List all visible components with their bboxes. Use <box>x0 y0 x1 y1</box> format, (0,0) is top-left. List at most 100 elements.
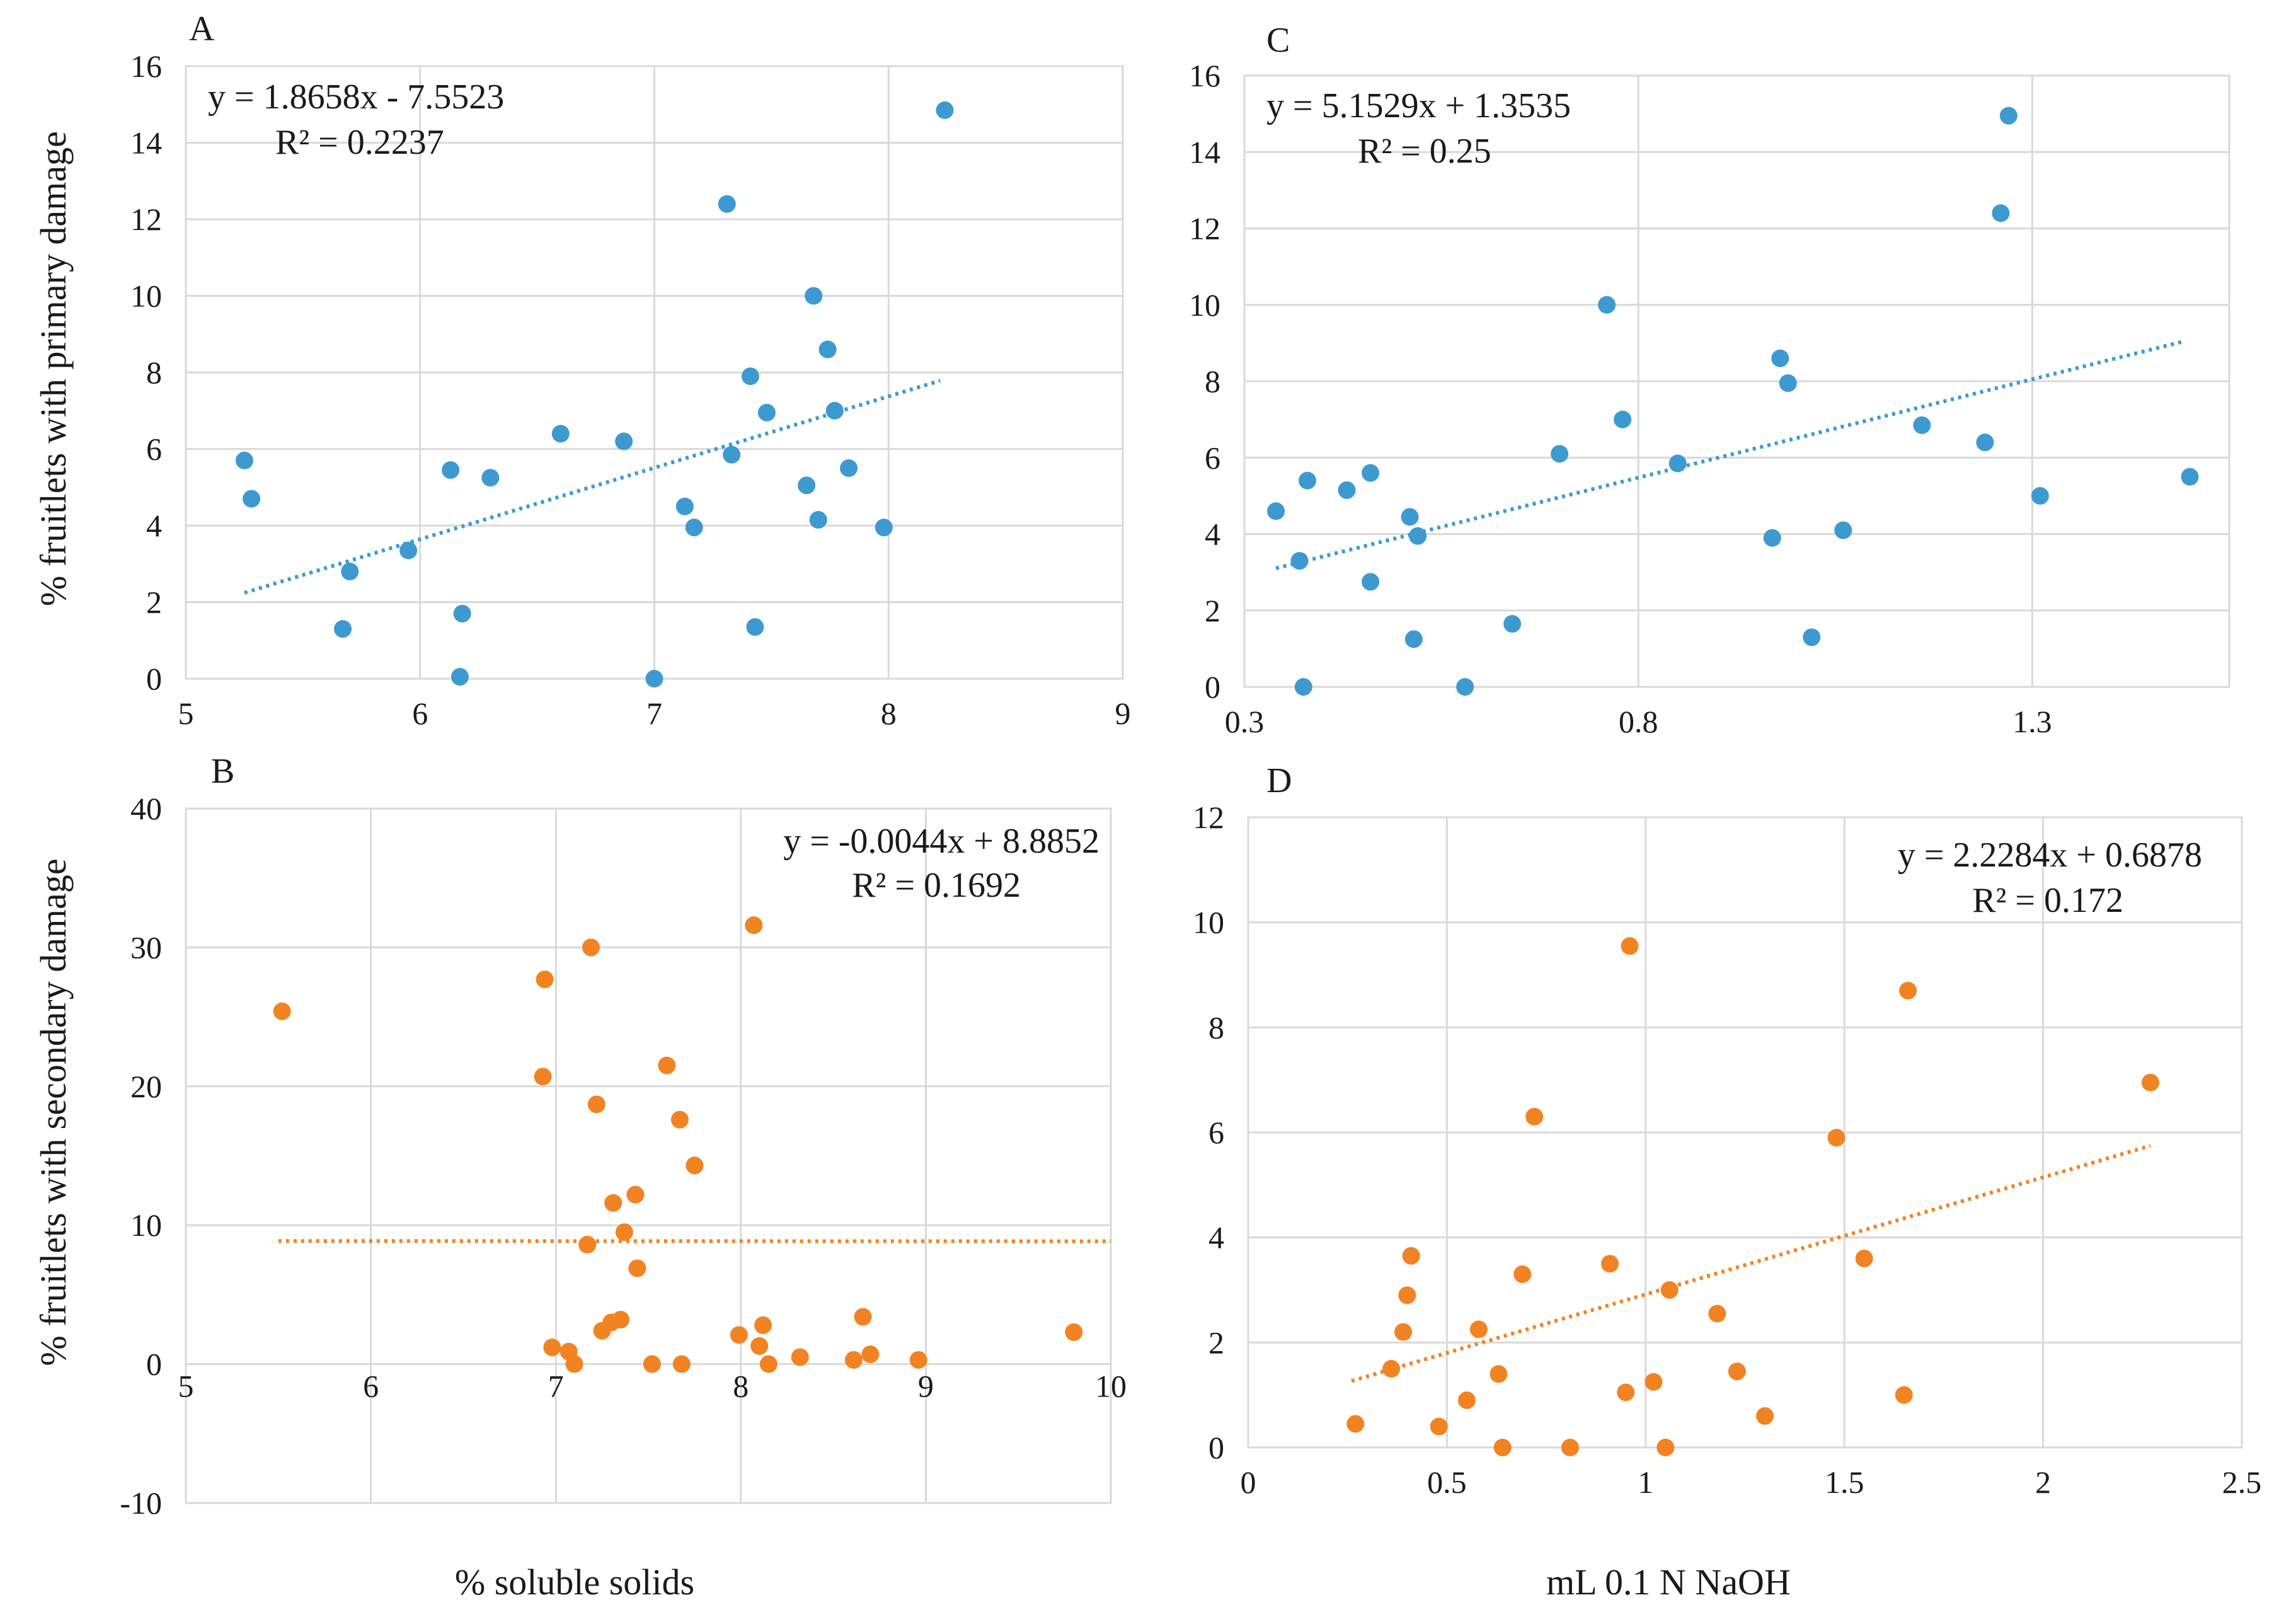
data-point <box>543 1339 561 1357</box>
data-point <box>840 459 858 477</box>
data-point <box>809 510 827 529</box>
data-point <box>741 367 759 386</box>
data-point <box>854 1308 872 1326</box>
panel-label: A <box>189 9 215 49</box>
y-tick-label: 10 <box>130 279 162 314</box>
y-tick-label: 16 <box>130 49 162 84</box>
data-point <box>1617 1383 1635 1402</box>
chart-panel-c: 0.3 0.8 1.3 0 2 4 6 8 10 12 14 16 C y = 5.1529x + 1… <box>1189 21 2230 739</box>
y-tick-label: 12 <box>1193 800 1224 835</box>
data-point <box>658 1056 676 1074</box>
data-point <box>1338 481 1356 499</box>
y-tick-label: 4 <box>1205 517 1220 552</box>
y-tick-label: 8 <box>1208 1010 1224 1045</box>
data-point <box>536 970 554 989</box>
regression-equation: y = -0.0044x + 8.8852 <box>783 822 1099 861</box>
data-point <box>1656 1439 1675 1456</box>
data-point <box>685 519 703 537</box>
y-tick-label: -10 <box>120 1485 162 1521</box>
y-tick-label: 0 <box>146 661 162 696</box>
data-point <box>1382 1360 1401 1378</box>
data-point <box>534 1068 552 1086</box>
data-point <box>615 432 633 451</box>
y-tick-label: 8 <box>146 355 162 390</box>
data-point <box>1660 1281 1679 1299</box>
x-tick-label: 2.5 <box>2222 1465 2262 1500</box>
data-point <box>1708 1304 1726 1323</box>
data-point <box>1779 374 1797 393</box>
data-point <box>1493 1439 1512 1456</box>
data-point <box>1976 434 1994 451</box>
data-point <box>1992 204 2010 222</box>
data-point <box>1402 1246 1420 1265</box>
data-point <box>551 425 570 443</box>
y-tick-label: 14 <box>130 125 162 161</box>
data-point <box>615 1223 633 1241</box>
data-point <box>2141 1073 2159 1091</box>
x-tick-label: 7 <box>548 1369 564 1404</box>
data-point <box>754 1316 772 1334</box>
data-point <box>1362 464 1380 482</box>
data-point <box>399 541 418 560</box>
data-point <box>844 1350 863 1369</box>
data-point <box>757 403 776 422</box>
y-tick-label: 12 <box>1189 211 1220 246</box>
data-point <box>1299 471 1317 490</box>
data-point <box>1771 349 1789 367</box>
data-point <box>565 1355 583 1373</box>
x-axis-title-naoh: mL 0.1 N NaOH <box>1546 1562 1791 1603</box>
y-tick-label: 16 <box>1189 58 1220 93</box>
x-tick-label: 6 <box>412 696 428 731</box>
plot-area <box>185 807 1112 1504</box>
x-tick-label: 0 <box>1241 1465 1256 1500</box>
y-tick-label: 10 <box>1193 905 1224 940</box>
regression-equation: y = 5.1529x + 1.3535 <box>1266 86 1571 125</box>
data-point <box>825 401 844 420</box>
data-point <box>1290 551 1309 570</box>
regression-equation: y = 2.2284x + 0.6878 <box>1898 836 2202 875</box>
data-point <box>2031 486 2049 505</box>
x-tick-label: 5 <box>178 1369 194 1404</box>
r-squared: R² = 0.2237 <box>275 123 444 162</box>
y-tick-label: 10 <box>130 1207 162 1243</box>
data-point <box>805 287 823 305</box>
data-point <box>750 1337 769 1355</box>
x-tick-label: 9 <box>1115 696 1131 731</box>
x-tick-label: 1.5 <box>1825 1465 1864 1500</box>
x-tick-label: 9 <box>918 1369 934 1404</box>
data-point <box>1503 614 1522 633</box>
r-squared: R² = 0.1692 <box>852 866 1021 905</box>
data-point <box>745 916 763 935</box>
data-point <box>1551 445 1569 463</box>
x-tick-label: 1.3 <box>2012 704 2052 739</box>
data-point <box>1561 1439 1579 1456</box>
x-tick-label: 8 <box>733 1369 749 1404</box>
data-point <box>1668 454 1687 473</box>
data-point <box>587 1095 606 1114</box>
x-axis-title-soluble-solids: % soluble solids <box>455 1562 694 1603</box>
data-point <box>1999 107 2018 125</box>
r-squared: R² = 0.172 <box>1972 881 2123 920</box>
data-point <box>875 519 893 537</box>
chart-panel-b: 5 6 7 8 9 10 -10 0 10 20 30 40 B y = -0.0044x + 8.8… <box>120 752 1127 1521</box>
trendline <box>244 379 941 595</box>
data-point <box>1525 1108 1544 1126</box>
x-tick-label: 0.3 <box>1225 704 1265 739</box>
data-point <box>1598 296 1616 314</box>
data-point <box>1899 982 1917 999</box>
regression-equation: y = 1.8658x - 7.5523 <box>208 78 504 117</box>
data-point <box>1490 1365 1508 1383</box>
y-tick-label: 6 <box>1205 440 1220 475</box>
data-point <box>1457 1391 1476 1409</box>
data-point <box>578 1236 597 1254</box>
data-point <box>672 1355 691 1373</box>
data-point <box>628 1259 646 1277</box>
data-point <box>746 618 764 636</box>
data-point <box>1645 1373 1663 1391</box>
y-tick-label: 40 <box>130 791 162 826</box>
chart-panel-d: 0 0.5 1 1.5 2 2.5 0 2 4 6 8 10 12 D y = 2.2284x + 0.… <box>1193 761 2261 1500</box>
data-point <box>1728 1362 1746 1381</box>
x-tick-label: 7 <box>646 696 662 731</box>
data-point <box>759 1355 778 1373</box>
